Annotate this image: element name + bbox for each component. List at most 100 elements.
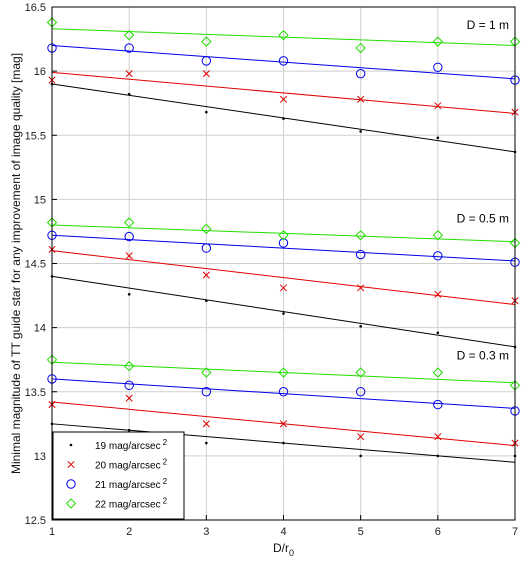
data-point-dot <box>127 428 131 432</box>
fit-line <box>51 224 516 243</box>
data-point-dot <box>436 454 440 458</box>
data-point-dot <box>436 136 440 140</box>
data-point-diamond <box>355 42 366 54</box>
data-point-dot <box>127 292 131 296</box>
y-tick-label: 15.5 <box>25 130 46 142</box>
data-point-circle <box>433 62 443 72</box>
x-tick-label: 4 <box>280 526 286 538</box>
data-point-diamond <box>65 498 77 509</box>
fit-line <box>51 71 516 114</box>
grid <box>51 6 516 521</box>
data-point-x <box>202 70 210 78</box>
y-axis-label: Minimal magnitude of TT guide star for a… <box>9 53 23 474</box>
legend-item: 20 mag/arcsec 2 <box>67 458 168 472</box>
data-point-diamond <box>355 230 366 241</box>
data-point-x <box>202 271 210 279</box>
data-point-circle <box>433 251 443 261</box>
data-point-circle <box>278 56 289 66</box>
fit-line <box>51 275 516 348</box>
data-point-circle <box>201 387 212 397</box>
legend-label: 20 mag/arcsec 2 <box>95 458 168 472</box>
y-tick-label: 13.5 <box>25 387 46 399</box>
legend-label: 21 mag/arcsec 2 <box>95 477 168 491</box>
y-tick-label: 12.5 <box>25 515 46 527</box>
fit-line <box>51 361 516 384</box>
data-point-x <box>357 433 365 441</box>
legend-label: 19 mag/arcsec 2 <box>95 438 168 452</box>
legend-label: 22 mag/arcsec 2 <box>95 497 168 511</box>
legend: 19 mag/arcsec 2 20 mag/arcsec 2 21 mag/arcse… <box>52 431 185 520</box>
data-point-circle <box>278 238 289 248</box>
data-point-x <box>125 252 133 260</box>
x-tick-label: 2 <box>126 526 132 538</box>
fit-line <box>51 250 516 306</box>
data-point-diamond <box>278 367 289 378</box>
data-point-diamond <box>201 36 212 47</box>
data-point-dot <box>127 92 131 96</box>
fit-line <box>51 234 516 262</box>
y-tick-label: 15 <box>34 194 46 206</box>
data-point-dot <box>359 454 362 458</box>
data-point-diamond <box>355 367 366 378</box>
data-point-circle <box>66 479 76 489</box>
x-tick-label: 1 <box>49 526 55 538</box>
data-point-x <box>357 95 365 103</box>
y-tick-label: 16.5 <box>25 2 46 14</box>
data-point-diamond <box>432 230 444 241</box>
data-point-diamond <box>278 230 289 241</box>
data-point-diamond <box>432 36 444 47</box>
data-point-circle <box>355 387 366 397</box>
data-point-circle <box>433 399 443 410</box>
data-point-circle <box>124 231 134 242</box>
data-point-dot <box>282 441 285 445</box>
data-point-circle <box>124 43 134 53</box>
x-tick-label: 3 <box>203 526 209 538</box>
data-point-x <box>125 394 133 402</box>
data-point-diamond <box>432 367 444 378</box>
data-point-x <box>434 433 442 441</box>
group-annotation: D = 0.3 m <box>457 349 509 363</box>
y-tick-label: 13 <box>34 451 46 463</box>
data-point-x <box>434 290 442 298</box>
data-point-x <box>125 70 133 78</box>
data-point-diamond <box>201 223 212 235</box>
x-tick-label: 7 <box>512 526 518 538</box>
legend-item: 22 mag/arcsec 2 <box>65 497 168 511</box>
x-tick-label: 6 <box>435 526 441 538</box>
data-point-dot <box>69 443 73 447</box>
fit-line <box>51 378 516 409</box>
group-annotation: D = 1 m <box>467 18 509 32</box>
legend-item: 19 mag/arcsec 2 <box>69 438 168 452</box>
data-point-x <box>279 95 288 103</box>
annotations: D = 1 m D = 0.5 m D = 0.3 m <box>457 18 509 363</box>
data-point-circle <box>355 249 366 260</box>
fit-line <box>51 44 516 80</box>
data-point-dot <box>282 312 285 315</box>
data-point-circle <box>201 243 212 253</box>
data-point-diamond <box>123 30 135 41</box>
data-point-circle <box>355 68 366 79</box>
axis-ticks: 1 2 3 4 5 6 7 12.5 13 13.5 14 14.5 15 15.5 16 16.5 <box>25 2 518 538</box>
data-point-dot <box>282 117 285 120</box>
data-points <box>46 17 521 458</box>
data-point-dot <box>359 130 362 133</box>
y-tick-label: 14 <box>34 323 46 335</box>
x-axis-label: D/r0 <box>273 541 294 558</box>
data-point-x <box>279 284 288 292</box>
data-point-dot <box>205 299 208 302</box>
data-point-diamond <box>201 367 212 378</box>
data-point-diamond <box>123 217 135 228</box>
data-point-dot <box>205 110 208 114</box>
fit-line <box>51 28 516 46</box>
data-point-x <box>67 460 75 469</box>
data-point-dot <box>359 325 362 328</box>
data-point-diamond <box>278 30 289 41</box>
data-point-circle <box>124 380 134 391</box>
data-point-circle <box>278 387 289 397</box>
data-point-x <box>279 420 288 428</box>
data-point-x <box>357 284 365 292</box>
data-point-x <box>434 102 442 110</box>
y-tick-label: 16 <box>34 66 46 78</box>
data-point-diamond <box>123 360 135 372</box>
